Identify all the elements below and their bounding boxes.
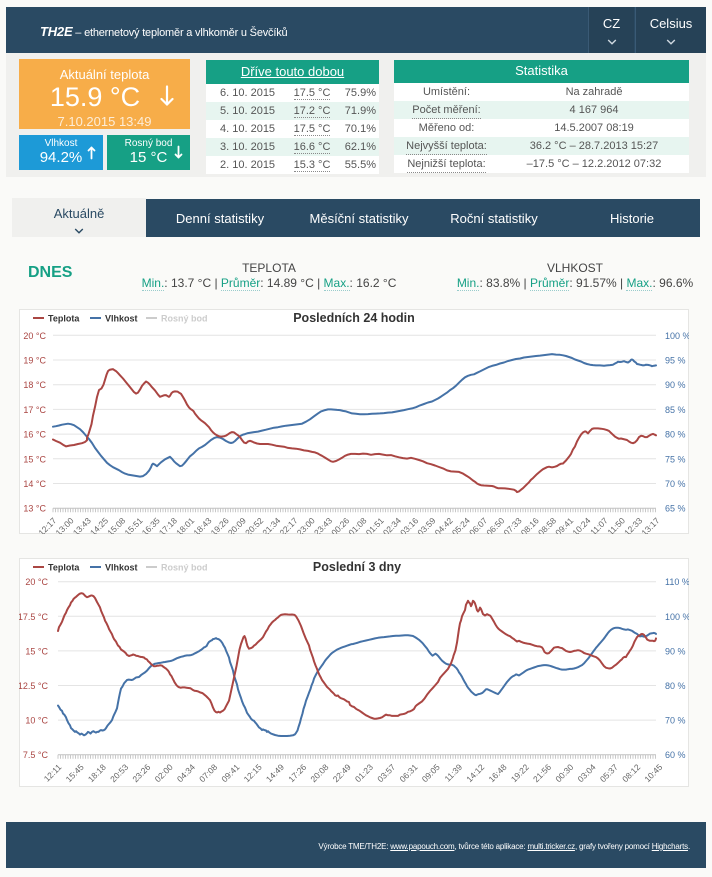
svg-text:Teplota: Teplota: [48, 563, 80, 573]
svg-text:7.5 °C: 7.5 °C: [23, 750, 49, 760]
svg-text:15 °C: 15 °C: [23, 454, 46, 464]
svg-text:14:49: 14:49: [264, 762, 286, 784]
svg-text:12.5 °C: 12.5 °C: [19, 681, 48, 691]
svg-text:04:34: 04:34: [175, 762, 197, 784]
svg-text:19 °C: 19 °C: [23, 356, 46, 366]
svg-text:19:22: 19:22: [509, 762, 531, 784]
svg-text:03:04: 03:04: [575, 762, 597, 784]
svg-text:80 %: 80 %: [665, 430, 686, 440]
svg-text:03:57: 03:57: [375, 762, 397, 784]
svg-text:110 %: 110 %: [665, 577, 689, 587]
svg-text:20 °C: 20 °C: [25, 577, 48, 587]
svg-text:Vlhkost: Vlhkost: [105, 314, 138, 324]
svg-text:75 %: 75 %: [665, 454, 686, 464]
svg-text:02:00: 02:00: [153, 762, 175, 784]
svg-text:05:37: 05:37: [598, 762, 620, 784]
svg-text:85 %: 85 %: [665, 405, 686, 415]
svg-text:22:49: 22:49: [331, 762, 353, 784]
svg-text:Rosný bod: Rosný bod: [161, 314, 208, 324]
svg-text:13 °C: 13 °C: [23, 504, 46, 514]
svg-text:09:05: 09:05: [420, 762, 442, 784]
svg-text:65 %: 65 %: [665, 504, 686, 514]
svg-text:90 %: 90 %: [665, 380, 686, 390]
svg-text:70 %: 70 %: [665, 479, 686, 489]
svg-text:15 °C: 15 °C: [25, 646, 48, 656]
svg-text:06:31: 06:31: [397, 762, 419, 784]
svg-text:20:53: 20:53: [108, 762, 130, 784]
svg-text:Posledních 24 hodin: Posledních 24 hodin: [293, 311, 415, 325]
svg-text:23:26: 23:26: [130, 762, 152, 784]
svg-text:100 %: 100 %: [665, 612, 689, 622]
svg-text:16 °C: 16 °C: [23, 430, 46, 440]
svg-text:14 °C: 14 °C: [23, 479, 46, 489]
svg-text:Teplota: Teplota: [48, 314, 80, 324]
svg-text:17.5 °C: 17.5 °C: [19, 612, 48, 622]
svg-text:16:48: 16:48: [486, 762, 508, 784]
svg-text:10:45: 10:45: [642, 762, 664, 784]
svg-text:11:39: 11:39: [442, 762, 464, 784]
svg-text:07:08: 07:08: [197, 762, 219, 784]
svg-text:90 %: 90 %: [665, 646, 686, 656]
svg-text:20 °C: 20 °C: [23, 331, 46, 341]
svg-text:20:08: 20:08: [308, 762, 330, 784]
svg-text:100 %: 100 %: [665, 331, 689, 341]
svg-text:12:11: 12:11: [42, 762, 64, 784]
svg-text:Vlhkost: Vlhkost: [105, 563, 138, 573]
svg-text:14:12: 14:12: [464, 762, 486, 784]
svg-text:08:12: 08:12: [620, 762, 642, 784]
svg-text:09:41: 09:41: [219, 762, 241, 784]
svg-text:10 °C: 10 °C: [25, 716, 48, 726]
svg-text:18:18: 18:18: [86, 762, 108, 784]
svg-text:18 °C: 18 °C: [23, 380, 46, 390]
svg-text:21:56: 21:56: [531, 762, 553, 784]
svg-text:Poslední 3 dny: Poslední 3 dny: [313, 560, 401, 574]
svg-text:12:15: 12:15: [242, 762, 264, 784]
svg-text:70 %: 70 %: [665, 716, 686, 726]
svg-text:Rosný bod: Rosný bod: [161, 563, 208, 573]
svg-text:17 °C: 17 °C: [23, 405, 46, 415]
svg-text:17:26: 17:26: [286, 762, 308, 784]
svg-text:60 %: 60 %: [665, 750, 686, 760]
svg-text:80 %: 80 %: [665, 681, 686, 691]
svg-text:15:45: 15:45: [64, 762, 86, 784]
svg-text:95 %: 95 %: [665, 356, 686, 366]
svg-text:01:23: 01:23: [353, 762, 375, 784]
svg-text:13:17: 13:17: [639, 515, 661, 534]
svg-text:00:30: 00:30: [553, 762, 575, 784]
